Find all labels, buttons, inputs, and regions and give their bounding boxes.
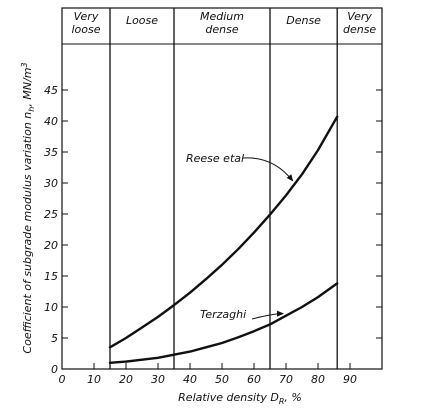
zone-label: Very (74, 10, 99, 23)
zone-label: dense (343, 23, 376, 36)
annotation-arrow (251, 310, 284, 320)
x-tick-label: 10 (87, 373, 101, 386)
x-tick-label: 60 (247, 373, 261, 386)
y-axis-title: Coefficient of subgrade modulus variatio… (20, 62, 36, 353)
y-tick-label: 15 (44, 270, 58, 283)
x-tick-label: 80 (311, 373, 325, 386)
y-tick-label: 35 (44, 146, 58, 159)
y-tick-label: 30 (44, 177, 58, 190)
x-tick-label: 40 (183, 373, 197, 386)
x-tick-label: 70 (279, 373, 293, 386)
x-axis-title: Relative density DR, % (178, 391, 302, 406)
y-tick-label: 5 (51, 332, 58, 345)
zone-label: Very (347, 10, 372, 23)
y-tick-label: 10 (44, 301, 58, 314)
y-tick-label: 0 (51, 363, 58, 376)
x-tick-label: 20 (119, 373, 133, 386)
x-tick-label: 0 (59, 373, 66, 386)
x-tick-label: 90 (343, 373, 357, 386)
series-line-1 (108, 282, 339, 364)
zone-label: Medium (200, 10, 244, 23)
annotation-arrow (242, 157, 294, 182)
zone-label: Loose (126, 14, 158, 27)
y-tick-label: 45 (44, 84, 58, 97)
series-annotation-label: Reese etal (186, 152, 244, 165)
zone-label: Dense (286, 14, 321, 27)
series-line-0 (108, 115, 339, 349)
y-tick-label: 20 (44, 239, 58, 252)
x-tick-label: 50 (215, 373, 229, 386)
y-tick-label: 25 (44, 208, 58, 221)
series-annotation-label: Terzaghi (200, 308, 246, 321)
x-tick-label: 30 (151, 373, 165, 386)
zone-label: loose (71, 23, 100, 36)
y-tick-label: 40 (44, 115, 58, 128)
zone-label: dense (205, 23, 238, 36)
